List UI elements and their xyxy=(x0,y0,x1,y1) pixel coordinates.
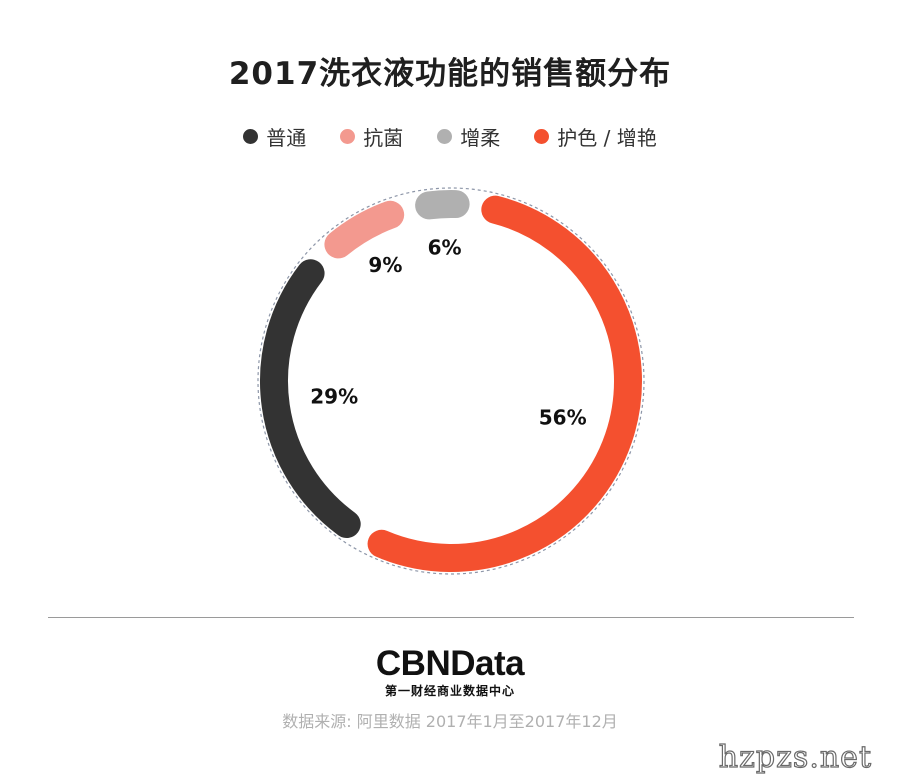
donut-segment xyxy=(260,259,361,539)
legend-label: 护色 / 增艳 xyxy=(557,126,657,150)
data-label: 6% xyxy=(428,236,462,260)
chart-title: 2017洗衣液功能的销售额分布 xyxy=(228,56,672,92)
donut-segment xyxy=(324,200,405,259)
watermark: hzpzs.net xyxy=(718,739,872,775)
legend-marker xyxy=(534,129,550,144)
data-source-note: 数据来源: 阿里数据 2017年1月至2017年12月 xyxy=(282,712,618,731)
brand-logo: CBNData xyxy=(375,644,525,683)
legend-item-zengrou: 增柔 xyxy=(437,122,500,151)
legend-marker xyxy=(437,129,453,144)
donut-segment xyxy=(415,190,470,220)
legend-item-putong: 普通 xyxy=(243,122,306,151)
data-label: 56% xyxy=(539,406,587,430)
donut-chart: 56% 29% 9% 6% xyxy=(257,187,645,575)
legend-label: 增柔 xyxy=(460,126,501,150)
outer-dashed-ring xyxy=(257,187,645,575)
chart-legend: 普通 抗菌 增柔 护色 / 增艳 xyxy=(0,122,900,151)
legend-label: 普通 xyxy=(266,126,307,150)
legend-marker xyxy=(340,129,356,144)
footer-divider xyxy=(48,617,854,618)
legend-item-hushe-zengyan: 护色 / 增艳 xyxy=(534,122,657,151)
data-label: 9% xyxy=(368,253,402,277)
legend-item-kangjun: 抗菌 xyxy=(340,122,403,151)
brand-block: CBNData 第一财经商业数据中心 xyxy=(0,645,900,699)
legend-label: 抗菌 xyxy=(363,126,404,150)
donut-segment xyxy=(367,195,642,572)
brand-tagline: 第一财经商业数据中心 xyxy=(384,684,515,698)
legend-marker xyxy=(243,129,259,144)
data-label: 29% xyxy=(310,384,358,408)
